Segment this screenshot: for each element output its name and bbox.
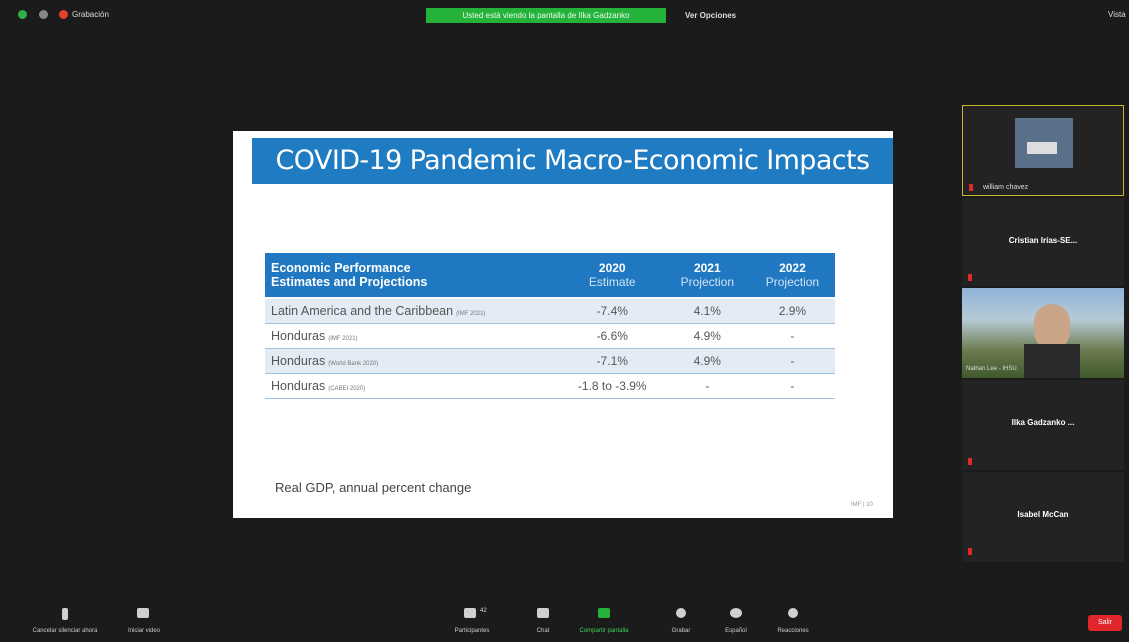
year: 2021: [694, 261, 721, 275]
year: 2022: [779, 261, 806, 275]
top-bar: Grabación Usted está viendo la pantalla …: [0, 0, 1129, 28]
muted-icon: [968, 274, 972, 281]
header-line: Economic Performance: [271, 261, 411, 275]
table-body: Latin America and the Caribbean(IMF 2021…: [265, 298, 835, 399]
table-cell: -: [750, 324, 835, 349]
table-cell: 4.9%: [665, 349, 750, 374]
video-icon[interactable]: [137, 608, 149, 618]
share-banner: Usted está viendo la pantalla de Ilka Ga…: [426, 8, 666, 23]
participant-tile[interactable]: Isabel McCan: [962, 472, 1124, 562]
muted-icon: [968, 548, 972, 555]
row-label: Latin America and the Caribbean(IMF 2021…: [265, 298, 560, 324]
record-icon[interactable]: [676, 608, 686, 618]
leave-button[interactable]: Salir: [1088, 615, 1122, 631]
slide-title: COVID-19 Pandemic Macro-Economic Impacts: [252, 138, 893, 184]
share-icon[interactable]: [598, 608, 610, 618]
table-cell: -: [750, 374, 835, 399]
table-cell: -7.1%: [560, 349, 665, 374]
row-label: Honduras(World Bank 2020): [265, 349, 560, 374]
muted-icon: [969, 184, 973, 191]
recording-icon: [59, 10, 68, 19]
video-feed: [1024, 344, 1080, 378]
row-name: Latin America and the Caribbean: [271, 304, 453, 318]
language-icon[interactable]: [730, 608, 742, 618]
participant-name: Isabel McCan: [962, 510, 1124, 519]
row-name: Honduras: [271, 354, 325, 368]
page-number: IMF | 10: [851, 502, 873, 508]
recording-label: Grabación: [72, 10, 109, 19]
participant-name: william chavez: [983, 184, 1028, 191]
year: 2020: [599, 261, 626, 275]
table-cell: -7.4%: [560, 298, 665, 324]
participant-name: Cristian Irías-SE...: [962, 236, 1124, 245]
header-line: Estimates and Projections: [271, 275, 427, 289]
participant-tile[interactable]: Nathan Lee - IHSU: [962, 288, 1124, 378]
table-cell: -: [665, 374, 750, 399]
muted-icon: [968, 458, 972, 465]
participants-icon[interactable]: [464, 608, 476, 618]
reactions-icon[interactable]: [788, 608, 798, 618]
sub: Projection: [756, 275, 829, 289]
video-feed: [1027, 142, 1057, 154]
table-row: Latin America and the Caribbean(IMF 2021…: [265, 298, 835, 324]
shared-slide: COVID-19 Pandemic Macro-Economic Impacts…: [233, 131, 893, 518]
zoom-window: { "top_bar": { "recording": "Grabación",…: [0, 0, 1129, 642]
participant-tile[interactable]: Ilka Gadzanko ...: [962, 380, 1124, 470]
footnote: Real GDP, annual percent change: [275, 480, 471, 495]
row-source: (World Bank 2020): [328, 361, 378, 367]
view-button[interactable]: Vista: [1108, 10, 1126, 19]
share-label[interactable]: Compartir pantalla: [564, 628, 644, 634]
reactions-label[interactable]: Reacciones: [753, 628, 833, 634]
table-row: Honduras(CABEI 2020)-1.8 to -3.9%--: [265, 374, 835, 399]
video-label[interactable]: Iniciar video: [104, 628, 184, 634]
table-cell: 4.9%: [665, 324, 750, 349]
table-cell: -6.6%: [560, 324, 665, 349]
participants-count: 42: [480, 608, 487, 614]
table-row: Honduras(World Bank 2020)-7.1%4.9%-: [265, 349, 835, 374]
row-label: Honduras(IMF 2021): [265, 324, 560, 349]
chat-icon[interactable]: [537, 608, 549, 618]
row-name: Honduras: [271, 329, 325, 343]
participant-tile[interactable]: Cristian Irías-SE...: [962, 198, 1124, 286]
row-source: (IMF 2021): [328, 336, 357, 342]
participant-tile[interactable]: william chavez: [962, 105, 1124, 196]
view-options[interactable]: Ver Opciones: [685, 11, 736, 20]
participant-name: Nathan Lee - IHSU: [966, 366, 1017, 372]
row-name: Honduras: [271, 379, 325, 393]
security-icon: [18, 10, 27, 19]
sub: Projection: [671, 275, 744, 289]
table-cell: 2.9%: [750, 298, 835, 324]
info-icon: [39, 10, 48, 19]
sub: Estimate: [566, 275, 659, 289]
mic-icon[interactable]: [62, 608, 68, 620]
unmute-label[interactable]: Cancelar silenciar ahora: [25, 628, 105, 634]
toolbar: Cancelar silenciar ahora Iniciar video 4…: [0, 600, 1129, 642]
participant-name: Ilka Gadzanko ...: [962, 418, 1124, 427]
table-cell: -: [750, 349, 835, 374]
table-row: Honduras(IMF 2021)-6.6%4.9%-: [265, 324, 835, 349]
participants-label[interactable]: Participantes: [432, 628, 512, 634]
row-source: (IMF 2021): [456, 311, 485, 317]
table-cell: 4.1%: [665, 298, 750, 324]
row-label: Honduras(CABEI 2020): [265, 374, 560, 399]
table-cell: -1.8 to -3.9%: [560, 374, 665, 399]
row-source: (CABEI 2020): [328, 386, 365, 392]
